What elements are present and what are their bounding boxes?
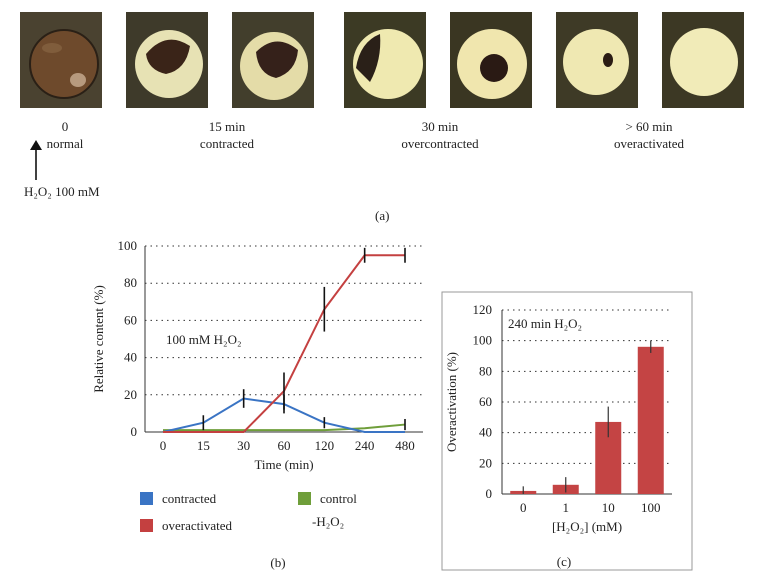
stage-time: > 60 min	[625, 119, 673, 134]
up-arrow-icon	[30, 140, 42, 180]
legend-label: contracted	[162, 491, 217, 506]
treatment-label: H₂O₂ 100 mM	[24, 184, 100, 199]
stage-label: overactivated	[613, 136, 684, 151]
stage-normal: 0 normal	[0, 118, 130, 152]
y-tick-label: 40	[124, 350, 137, 365]
stage-label: normal	[46, 136, 84, 151]
y-axis-label: Overactivation (%)	[444, 352, 459, 452]
stage-time: 15 min	[208, 119, 246, 134]
legend-label: overactivated	[162, 518, 233, 533]
y-tick-label: 0	[486, 486, 493, 501]
chart-b: 0 20 40 60 80 100 0 15 30 60 120 240 480 Time (min) Re…	[91, 238, 423, 570]
x-tick-label: 10	[602, 500, 615, 515]
legend-swatch	[140, 519, 153, 532]
stage-label: overcontracted	[401, 136, 479, 151]
egg-photo-overcontracted-2	[450, 12, 532, 108]
y-tick-label: 100	[118, 238, 138, 253]
y-tick-label: 20	[479, 455, 492, 470]
chart-c: 0 20 40 60 80 100 120 0 1 10 100 [H₂O₂] (mM) Overact…	[441, 291, 693, 571]
bar	[637, 346, 664, 494]
legend-sublabel: -H₂O₂	[312, 514, 344, 529]
series-line-control	[163, 423, 406, 432]
y-tick-label: 60	[479, 394, 492, 409]
egg-photo-contracted-1	[126, 12, 208, 108]
x-tick-label: 15	[197, 438, 210, 453]
x-tick-label: 1	[563, 500, 570, 515]
y-tick-label: 0	[131, 424, 138, 439]
legend-label: control	[320, 491, 357, 506]
y-axis-label: Relative content (%)	[91, 285, 106, 393]
x-tick-label: 120	[315, 438, 335, 453]
egg-photo-overactivated-2	[662, 12, 744, 108]
legend-swatch	[140, 492, 153, 505]
caption-a: (a)	[375, 208, 390, 223]
stage-time: 30 min	[421, 119, 459, 134]
egg-photo-contracted-2	[232, 12, 314, 108]
chart-annotation: 100 mM H₂O₂	[166, 332, 242, 347]
egg-photo-overcontracted-1	[344, 12, 426, 108]
stage-label: contracted	[199, 136, 255, 151]
stage-time: 0	[61, 119, 69, 134]
x-tick-label: 240	[355, 438, 375, 453]
chart-annotation: 240 min H₂O₂	[508, 316, 582, 331]
y-tick-label: 120	[473, 302, 493, 317]
stage-overactivated: > 60 min overactivated	[584, 118, 714, 152]
egg-photo-overactivated-1	[556, 12, 638, 108]
y-tick-label: 80	[479, 363, 492, 378]
chart-frame	[441, 291, 693, 571]
x-tick-label: 480	[395, 438, 415, 453]
y-tick-label: 100	[473, 333, 493, 348]
x-tick-label: 30	[237, 438, 250, 453]
egg-photo-normal	[20, 12, 102, 108]
caption-c: (c)	[557, 554, 571, 569]
x-tick-label: 60	[278, 438, 291, 453]
x-tick-label: 100	[641, 500, 661, 515]
caption-b: (b)	[270, 555, 285, 570]
y-tick-label: 20	[124, 387, 137, 402]
stage-overcontracted: 30 min overcontracted	[375, 118, 505, 152]
x-axis-label: Time (min)	[254, 457, 313, 472]
y-tick-label: 40	[479, 425, 492, 440]
y-tick-label: 80	[124, 275, 137, 290]
stage-contracted: 15 min contracted	[162, 118, 292, 152]
x-tick-label: 0	[520, 500, 527, 515]
y-tick-label: 60	[124, 312, 137, 327]
x-axis-label: [H₂O₂] (mM)	[552, 519, 622, 534]
x-tick-label: 0	[160, 438, 167, 453]
legend-swatch	[298, 492, 311, 505]
